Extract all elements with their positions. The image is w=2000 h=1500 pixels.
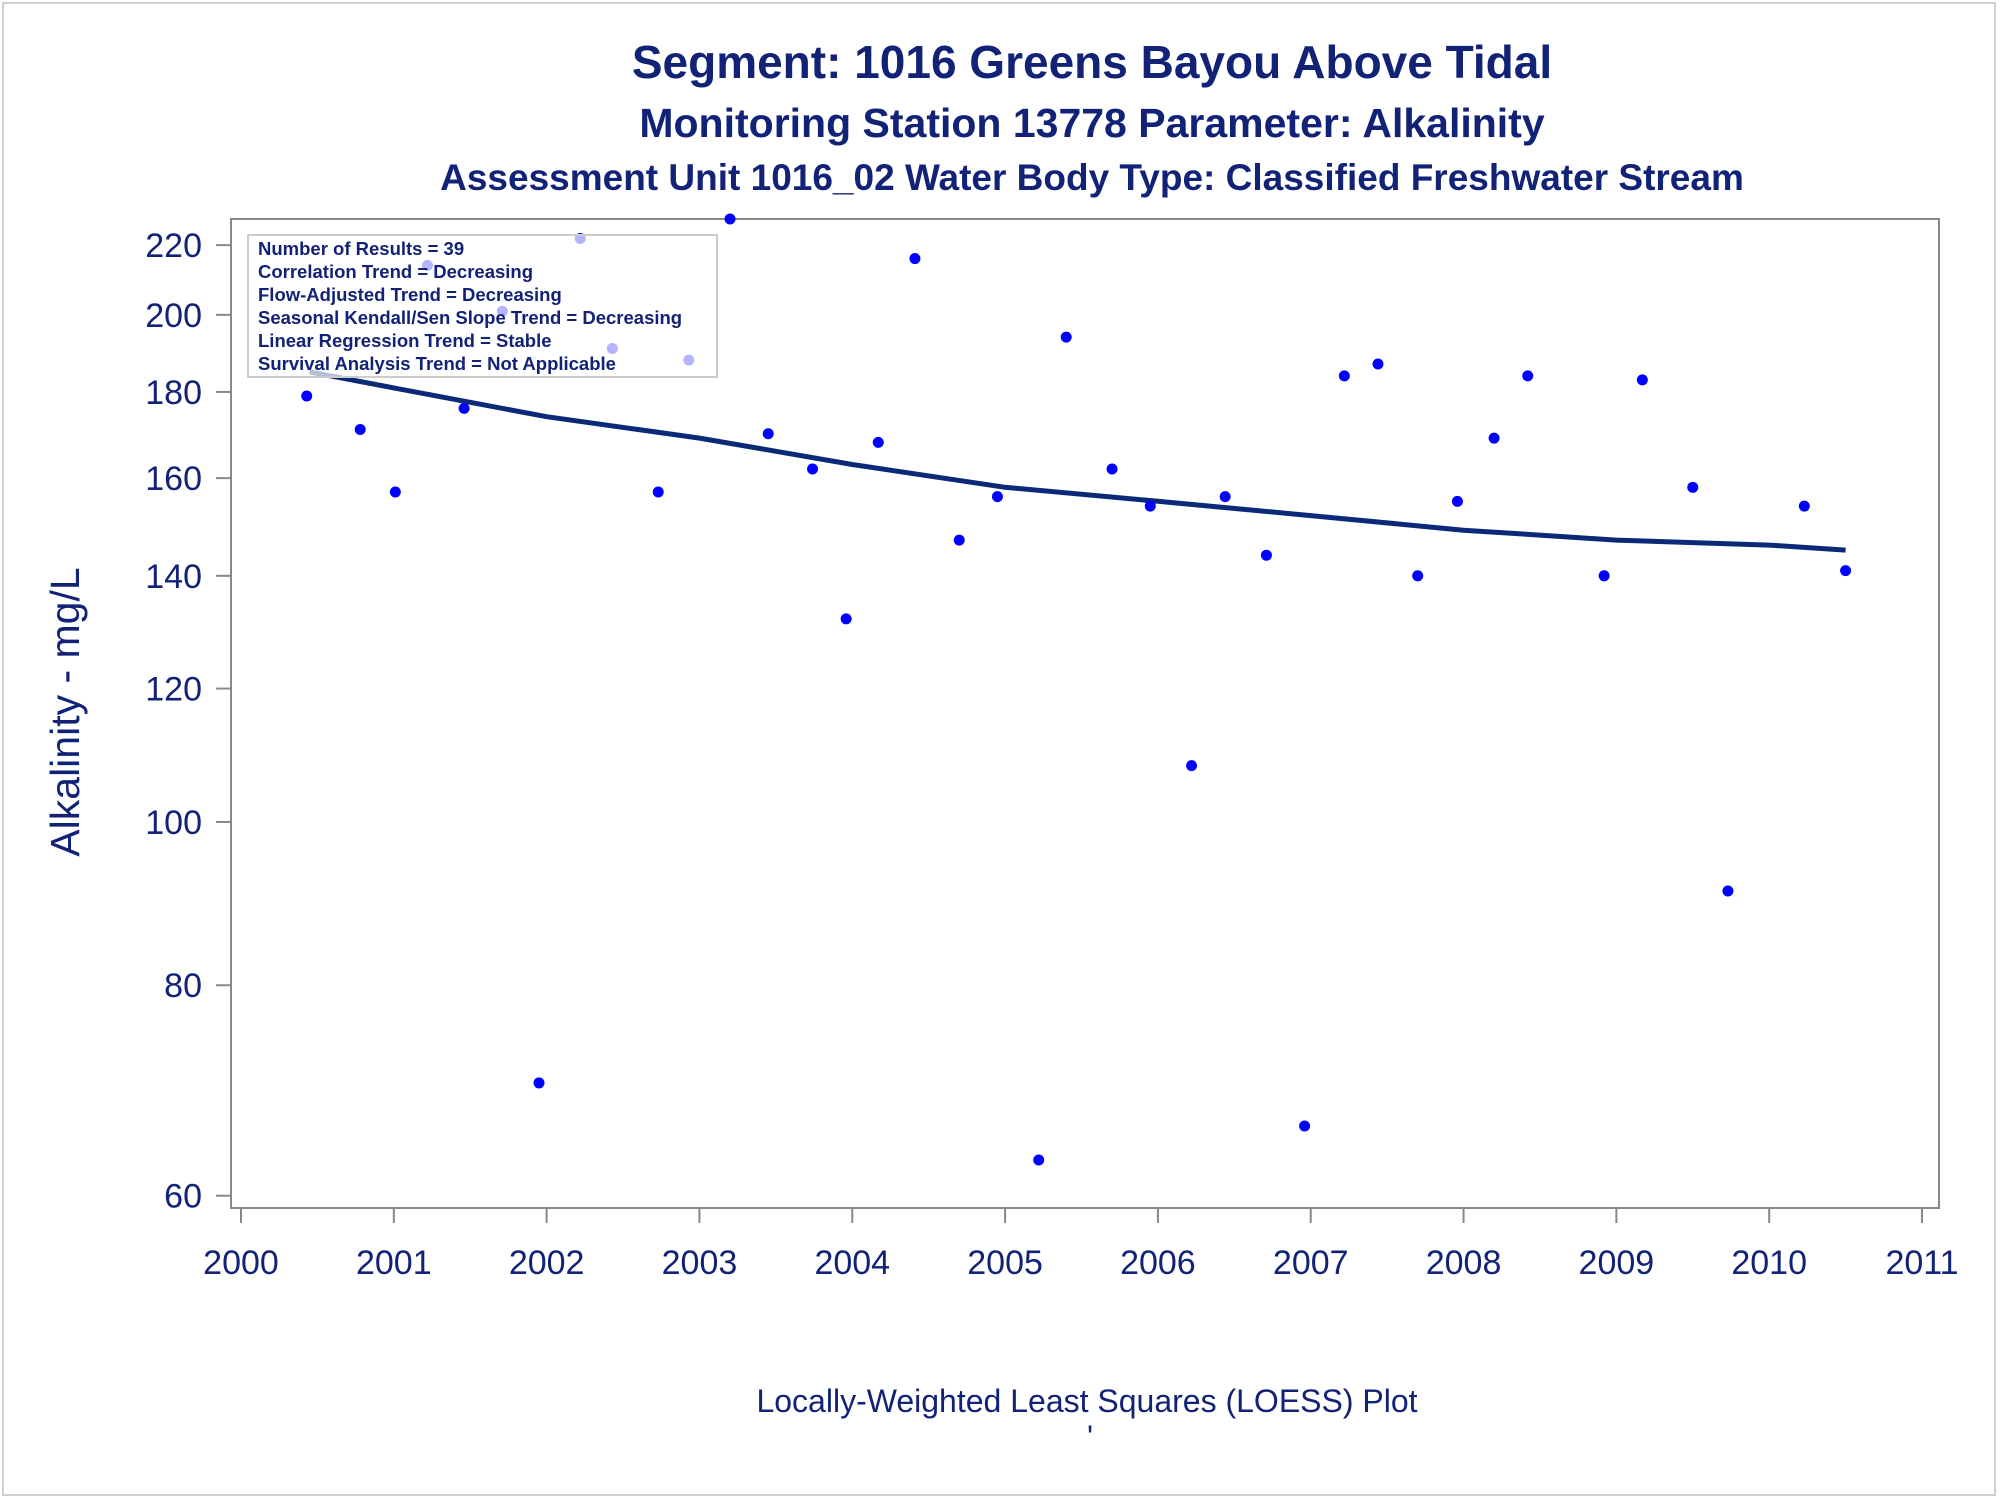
data-point: [840, 613, 852, 625]
data-point: [1636, 374, 1648, 386]
stats-line: Seasonal Kendall/Sen Slope Trend = Decre…: [258, 307, 682, 328]
x-tick-label: 2007: [1273, 1244, 1349, 1282]
y-tick-label: 140: [145, 558, 202, 596]
data-point: [1412, 570, 1424, 582]
y-tick-label: 100: [145, 804, 202, 842]
x-tick-label: 2011: [1885, 1244, 1958, 1282]
stats-line: Linear Regression Trend = Stable: [258, 330, 552, 351]
x-tick-label: 2003: [662, 1244, 738, 1282]
x-tick-label: 2004: [814, 1244, 890, 1282]
data-point: [1840, 565, 1852, 577]
stats-inset-box: [247, 234, 718, 378]
data-point: [1722, 885, 1734, 897]
data-point: [1299, 1120, 1311, 1132]
x-tick-label: 2002: [509, 1244, 585, 1282]
data-point: [1060, 331, 1072, 343]
y-tick-label: 200: [145, 297, 202, 335]
stats-line: Survival Analysis Trend = Not Applicable: [258, 353, 616, 374]
data-point: [458, 402, 470, 414]
data-point: [652, 486, 664, 498]
stats-line: Flow-Adjusted Trend = Decreasing: [258, 284, 562, 305]
data-point: [1598, 570, 1610, 582]
chart-subtitle-station: Monitoring Station 13778 Parameter: Alka…: [639, 100, 1544, 146]
data-point: [533, 1077, 545, 1089]
data-point: [909, 253, 921, 265]
data-point: [1687, 481, 1699, 493]
loess-trend-line: [309, 369, 1846, 553]
x-tick-label: 2008: [1426, 1244, 1502, 1282]
data-point: [1451, 495, 1463, 507]
data-point: [301, 390, 313, 402]
y-tick-label: 180: [145, 374, 202, 412]
data-point: [991, 491, 1003, 503]
data-point: [872, 436, 884, 448]
data-point: [807, 463, 819, 475]
data-point: [1144, 500, 1156, 512]
y-axis: 60 80 100 120 140 160 180 200 220: [145, 219, 232, 1216]
y-axis-label: Alkalinity - mg/L: [42, 567, 88, 856]
data-point: [1338, 370, 1350, 382]
data-point: [724, 213, 736, 225]
stats-line: Number of Results = 39: [258, 238, 464, 259]
chart-title: Segment: 1016 Greens Bayou Above Tidal: [632, 36, 1552, 88]
x-tick-label: 2006: [1120, 1244, 1196, 1282]
data-point: [389, 486, 401, 498]
data-point: [1260, 549, 1272, 561]
footer-mark: ': [1087, 1419, 1093, 1455]
y-tick-label: 80: [164, 967, 202, 1005]
plot-caption: Locally-Weighted Least Squares (LOESS) P…: [756, 1383, 1417, 1419]
data-point: [1033, 1154, 1045, 1166]
data-point: [1798, 500, 1810, 512]
x-tick-label: 2000: [203, 1244, 279, 1282]
y-tick-label: 160: [145, 460, 202, 498]
data-point: [953, 534, 965, 546]
x-tick-label: 2009: [1579, 1244, 1655, 1282]
data-point: [1522, 370, 1534, 382]
x-tick-label: 2005: [967, 1244, 1043, 1282]
y-tick-label: 60: [164, 1178, 202, 1216]
data-point: [1106, 463, 1118, 475]
x-tick-label: 2010: [1731, 1244, 1807, 1282]
stats-line: Correlation Trend = Decreasing: [258, 261, 533, 282]
x-tick-label: 2001: [356, 1244, 432, 1282]
data-point: [1372, 358, 1384, 370]
y-tick-label: 220: [145, 227, 202, 265]
x-axis: 2000 2001 2002 2003 2004 2005 2006 2007 2008 2009…: [203, 1207, 1959, 1282]
data-point: [354, 423, 366, 435]
loess-trend-line-group: [309, 369, 1846, 553]
data-point: [1186, 760, 1198, 772]
y-tick-label: 120: [145, 671, 202, 709]
data-point: [1488, 432, 1500, 444]
data-point: [1219, 491, 1231, 503]
chart-subtitle-assessment: Assessment Unit 1016_02 Water Body Type:…: [440, 157, 1744, 198]
stats-inset: Number of Results = 39 Correlation Trend…: [247, 234, 718, 378]
data-point: [762, 428, 774, 440]
